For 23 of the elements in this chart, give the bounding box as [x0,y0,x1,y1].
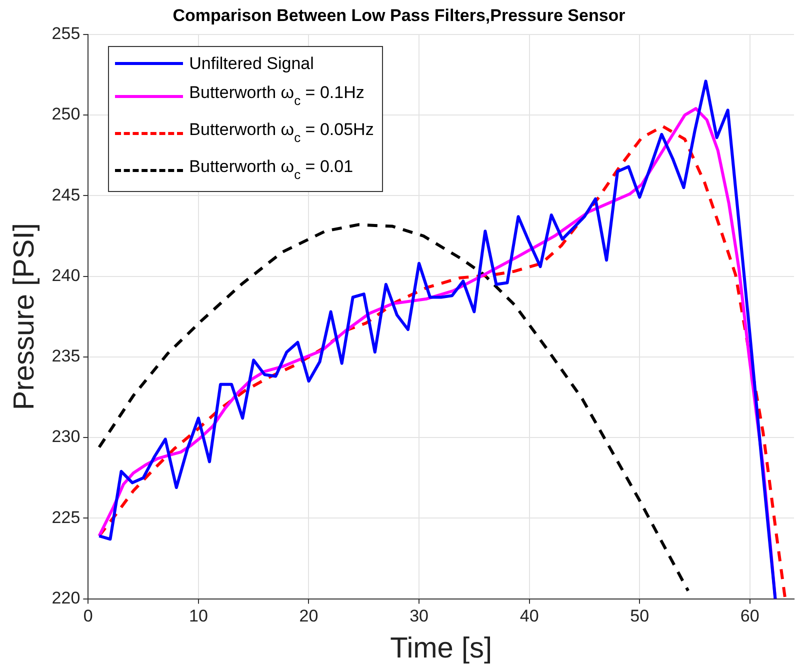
line-series [98,223,690,592]
x-tick-label: 30 [410,606,428,626]
x-axis-title: Time [s] [390,632,492,665]
y-tick-label: 250 [52,104,80,124]
y-tick-label: 230 [52,427,80,446]
legend-label: Butterworth ω$_{c}$ = 0.01 [189,156,354,184]
x-tick-label: 20 [299,606,318,626]
x-tick-label: 40 [520,606,539,626]
y-tick-label: 220 [52,588,80,608]
legend-label: Butterworth ω$_{c}$ = 0.1Hz [189,82,364,110]
chart-title: Comparison Between Low Pass Filters,Pressure Sensor [172,6,626,25]
legend-label: Butterworth ω$_{c}$ = 0.05Hz [189,119,374,148]
x-tick-label: 50 [630,606,650,626]
x-tick-label: 60 [740,606,760,626]
legend-label: Unfiltered Signal [189,53,314,76]
y-tick-label: 245 [52,185,80,204]
y-tick-label: 240 [52,266,80,285]
x-tick-label: 0 [83,606,93,626]
y-axis-title: Pressure [PSI] [8,223,40,410]
y-tick-label: 225 [52,508,80,527]
y-tick-label: 235 [52,346,80,366]
y-tick-label: 255 [52,24,80,44]
x-tick-label: 10 [188,606,208,626]
